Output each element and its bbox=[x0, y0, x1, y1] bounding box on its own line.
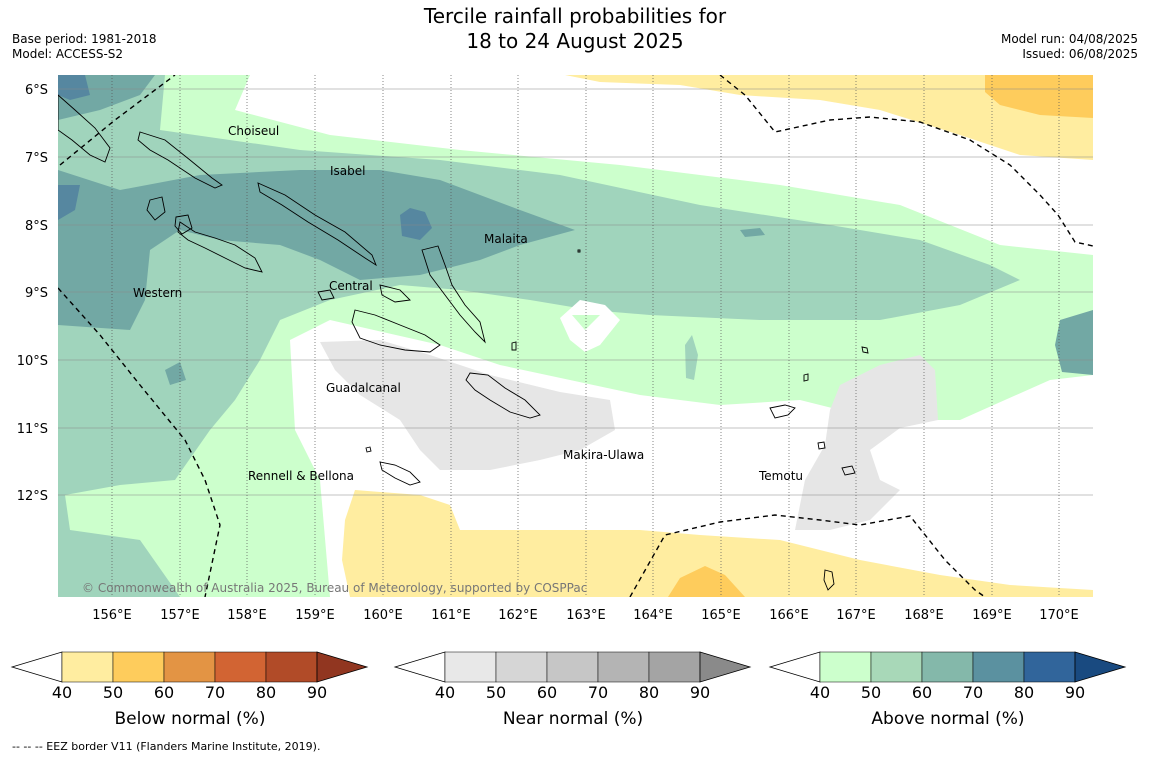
colorbar-label-above: Above normal (%) bbox=[768, 709, 1128, 729]
colorbar-tick-label: 40 bbox=[435, 683, 455, 702]
colorbar-segment bbox=[62, 652, 113, 682]
colorbar-segment bbox=[922, 652, 973, 682]
colorbar-tick-label: 90 bbox=[690, 683, 710, 702]
colorbar-tick-label: 80 bbox=[639, 683, 659, 702]
colorbar-above-normal: 40 50 60 70 80 90 bbox=[770, 652, 1125, 702]
lat-label: 10°S bbox=[17, 354, 48, 369]
colorbar-segment bbox=[113, 652, 164, 682]
colorbar-under-triangle bbox=[770, 652, 820, 682]
colorbar-segment bbox=[445, 652, 496, 682]
colorbar-over-triangle bbox=[317, 652, 367, 682]
eez-footnote: -- -- -- EEZ border V11 (Flanders Marine… bbox=[12, 740, 320, 753]
colorbar-tick-label: 40 bbox=[52, 683, 72, 702]
colorbar-under-triangle bbox=[395, 652, 445, 682]
lon-label: 166°E bbox=[769, 608, 809, 623]
colorbar-tick-label: 70 bbox=[963, 683, 983, 702]
region-label-central: Central bbox=[329, 279, 373, 293]
colorbar-tick-label: 50 bbox=[103, 683, 123, 702]
colorbar-tick-label: 50 bbox=[486, 683, 506, 702]
lon-label: 163°E bbox=[566, 608, 606, 623]
region-label-temotu: Temotu bbox=[758, 469, 803, 483]
lat-label: 6°S bbox=[25, 83, 48, 98]
colorbar-tick-label: 80 bbox=[256, 683, 276, 702]
colorbar-segment bbox=[973, 652, 1024, 682]
lat-label: 7°S bbox=[25, 151, 48, 166]
lon-label: 156°E bbox=[92, 608, 132, 623]
colorbars: 40 50 60 70 80 90 40 50 60 70 80 90 40 50 60 70 80 90 bbox=[0, 648, 1150, 708]
lat-label: 8°S bbox=[25, 219, 48, 234]
region-label-malaita: Malaita bbox=[484, 232, 528, 246]
colorbar-tick-label: 60 bbox=[537, 683, 557, 702]
colorbar-segment bbox=[215, 652, 266, 682]
colorbar-tick-label: 80 bbox=[1014, 683, 1034, 702]
region-label-western: Western bbox=[133, 286, 182, 300]
probability-shading bbox=[58, 75, 1093, 597]
colorbar-segment bbox=[266, 652, 317, 682]
colorbar-segment bbox=[1024, 652, 1075, 682]
lat-label: 9°S bbox=[25, 286, 48, 301]
region-label-guadalcanal: Guadalcanal bbox=[326, 381, 401, 395]
colorbar-below-normal: 40 50 60 70 80 90 bbox=[12, 652, 367, 702]
lon-label: 162°E bbox=[498, 608, 538, 623]
colorbar-near-normal: 40 50 60 70 80 90 bbox=[395, 652, 750, 702]
colorbar-segment bbox=[547, 652, 598, 682]
colorbar-label-near: Near normal (%) bbox=[393, 709, 753, 729]
colorbar-tick-label: 70 bbox=[205, 683, 225, 702]
map: Choiseul Isabel Malaita Western Central … bbox=[0, 0, 1150, 640]
colorbar-segment bbox=[598, 652, 649, 682]
colorbar-over-triangle bbox=[700, 652, 750, 682]
region-label-makira-ulawa: Makira-Ulawa bbox=[563, 448, 644, 462]
lon-label: 159°E bbox=[295, 608, 335, 623]
colorbar-over-triangle bbox=[1075, 652, 1125, 682]
longitude-labels: 156°E 157°E 158°E 159°E 160°E 161°E 162°… bbox=[92, 608, 1079, 623]
lon-label: 160°E bbox=[363, 608, 403, 623]
colorbar-under-triangle bbox=[12, 652, 62, 682]
lon-label: 170°E bbox=[1039, 608, 1079, 623]
lon-label: 168°E bbox=[904, 608, 944, 623]
colorbar-segment bbox=[649, 652, 700, 682]
colorbar-segment bbox=[496, 652, 547, 682]
lon-label: 161°E bbox=[431, 608, 471, 623]
colorbar-tick-label: 60 bbox=[912, 683, 932, 702]
colorbar-segment bbox=[820, 652, 871, 682]
region-label-isabel: Isabel bbox=[330, 164, 365, 178]
lat-label: 11°S bbox=[17, 422, 48, 437]
colorbar-segment bbox=[164, 652, 215, 682]
colorbar-tick-label: 50 bbox=[861, 683, 881, 702]
colorbar-tick-label: 70 bbox=[588, 683, 608, 702]
lon-label: 164°E bbox=[633, 608, 673, 623]
lat-label: 12°S bbox=[17, 489, 48, 504]
lon-label: 158°E bbox=[227, 608, 267, 623]
lon-label: 169°E bbox=[972, 608, 1012, 623]
lon-label: 157°E bbox=[160, 608, 200, 623]
latitude-labels: 6°S 7°S 8°S 9°S 10°S 11°S 12°S bbox=[17, 83, 48, 504]
colorbar-tick-label: 90 bbox=[1065, 683, 1085, 702]
lon-label: 165°E bbox=[701, 608, 741, 623]
colorbar-segment bbox=[871, 652, 922, 682]
lon-label: 167°E bbox=[836, 608, 876, 623]
colorbar-tick-label: 90 bbox=[307, 683, 327, 702]
copyright-notice: © Commonwealth of Australia 2025, Bureau… bbox=[82, 581, 587, 595]
region-label-choiseul: Choiseul bbox=[228, 124, 279, 138]
region-label-rennell-bellona: Rennell & Bellona bbox=[248, 469, 354, 483]
colorbar-tick-label: 40 bbox=[810, 683, 830, 702]
colorbar-label-below: Below normal (%) bbox=[10, 709, 370, 729]
colorbar-tick-label: 60 bbox=[154, 683, 174, 702]
